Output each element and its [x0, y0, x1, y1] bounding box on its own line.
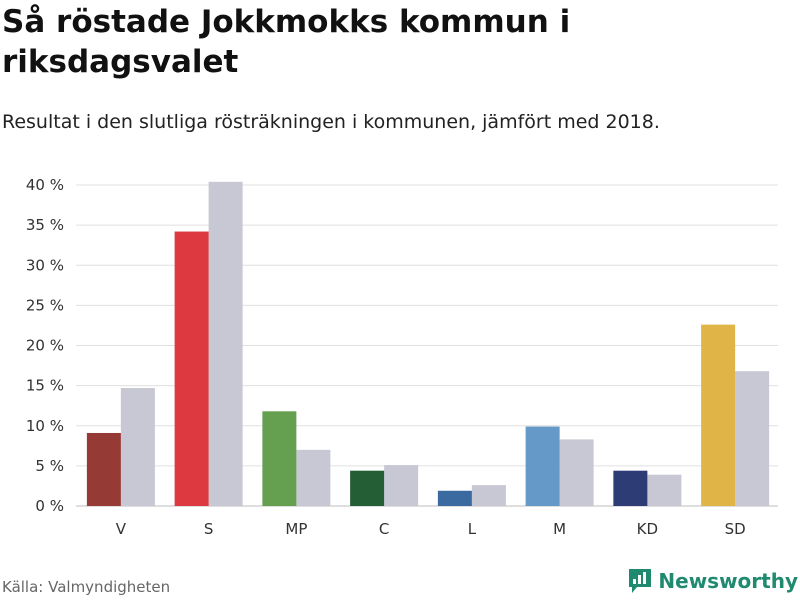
bar-2018-kd[interactable]	[647, 474, 682, 506]
y-tick-label: 0 %	[35, 497, 64, 515]
bar-2022-mp[interactable]	[262, 411, 297, 506]
chart-title: Så röstade Jokkmokks kommun i riksdagsva…	[2, 4, 571, 80]
y-tick-label: 30 %	[26, 256, 64, 274]
y-tick-label: 40 %	[26, 176, 64, 194]
y-tick-label: 15 %	[26, 377, 64, 395]
brand-logo: Newsworthy	[628, 568, 798, 594]
bar-2018-c[interactable]	[384, 465, 419, 506]
bar-2022-s[interactable]	[174, 231, 209, 507]
y-tick-label: 35 %	[26, 216, 64, 234]
bar-2018-v[interactable]	[120, 388, 155, 506]
x-tick-label: M	[553, 520, 566, 538]
brand-name: Newsworthy	[658, 569, 798, 593]
bar-2018-s[interactable]	[208, 181, 243, 506]
bar-2018-m[interactable]	[559, 439, 594, 506]
y-tick-label: 25 %	[26, 296, 64, 314]
x-tick-label: MP	[285, 520, 307, 538]
y-tick-label: 10 %	[26, 417, 64, 435]
chart-subtitle: Resultat i den slutliga rösträkningen i …	[2, 111, 660, 133]
y-tick-label: 20 %	[26, 337, 64, 355]
bar-2018-sd[interactable]	[735, 371, 770, 506]
bar-2018-l[interactable]	[471, 485, 506, 506]
bar-2022-m[interactable]	[525, 426, 560, 506]
x-tick-label: V	[116, 520, 127, 538]
bar-2022-v[interactable]	[86, 432, 121, 506]
x-tick-label: C	[379, 520, 389, 538]
bar-2022-kd[interactable]	[613, 470, 648, 506]
bar-2022-sd[interactable]	[701, 324, 736, 506]
bar-2022-c[interactable]	[350, 470, 385, 506]
bar-2022-l[interactable]	[437, 490, 472, 506]
x-tick-label: S	[204, 520, 214, 538]
source-note: Källa: Valmyndigheten	[2, 578, 171, 596]
x-tick-label: KD	[637, 520, 658, 538]
y-tick-label: 5 %	[35, 457, 64, 475]
newsworthy-icon	[629, 569, 652, 593]
bar-2018-mp[interactable]	[296, 449, 331, 506]
bar-chart: 0 % 5 % 10 % 15 % 20 % 25 % 30 % 35 % 40 % V S MP C L…	[26, 176, 778, 538]
x-tick-label: L	[468, 520, 477, 538]
x-tick-label: SD	[725, 520, 746, 538]
